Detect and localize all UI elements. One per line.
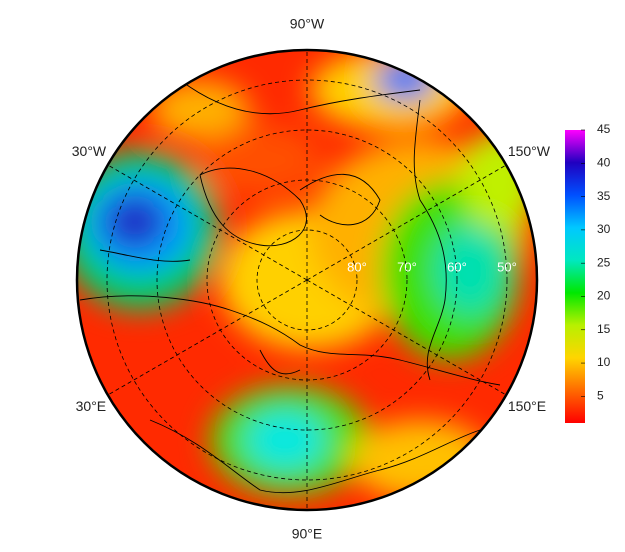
- longitude-label: 90°W: [290, 16, 325, 32]
- colorbar-tick-label: 20: [597, 289, 611, 303]
- colorbar-tick-label: 30: [597, 222, 611, 236]
- colorbar-tick-label: 15: [597, 322, 611, 336]
- longitude-label: 30°W: [72, 143, 107, 159]
- colorbar: [565, 130, 585, 423]
- colorbar-tick-label: 5: [597, 389, 604, 403]
- latitude-circle: [156, 129, 458, 431]
- latitude-label: 50°: [497, 259, 517, 274]
- latitude-label: 60°: [447, 259, 467, 274]
- colorbar-tick-label: 25: [597, 255, 611, 269]
- colorbar-tick-label: 40: [597, 155, 611, 169]
- map-border: [75, 48, 539, 512]
- coastlines: [79, 79, 501, 494]
- longitude-label: 150°E: [508, 398, 546, 414]
- longitude-label: 150°W: [508, 143, 551, 159]
- longitude-label: 90°E: [292, 526, 323, 542]
- latitude-label: 70°: [397, 259, 417, 274]
- latitude-label: 80°: [347, 259, 367, 274]
- colorbar-tick-label: 45: [597, 122, 611, 136]
- graticule: [106, 50, 508, 510]
- meridian: [306, 164, 507, 281]
- meridian: [306, 279, 507, 396]
- colorbar-tick-label: 35: [597, 189, 611, 203]
- meridian: [107, 279, 308, 396]
- heat-field: [77, 50, 537, 510]
- latitude-circle: [106, 79, 508, 481]
- colorbar-tick-label: 10: [597, 355, 611, 369]
- meridian: [107, 164, 308, 281]
- longitude-label: 30°E: [76, 398, 107, 414]
